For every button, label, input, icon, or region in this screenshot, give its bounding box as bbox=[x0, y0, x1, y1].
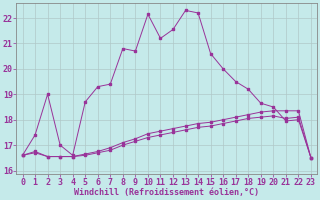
X-axis label: Windchill (Refroidissement éolien,°C): Windchill (Refroidissement éolien,°C) bbox=[74, 188, 259, 197]
